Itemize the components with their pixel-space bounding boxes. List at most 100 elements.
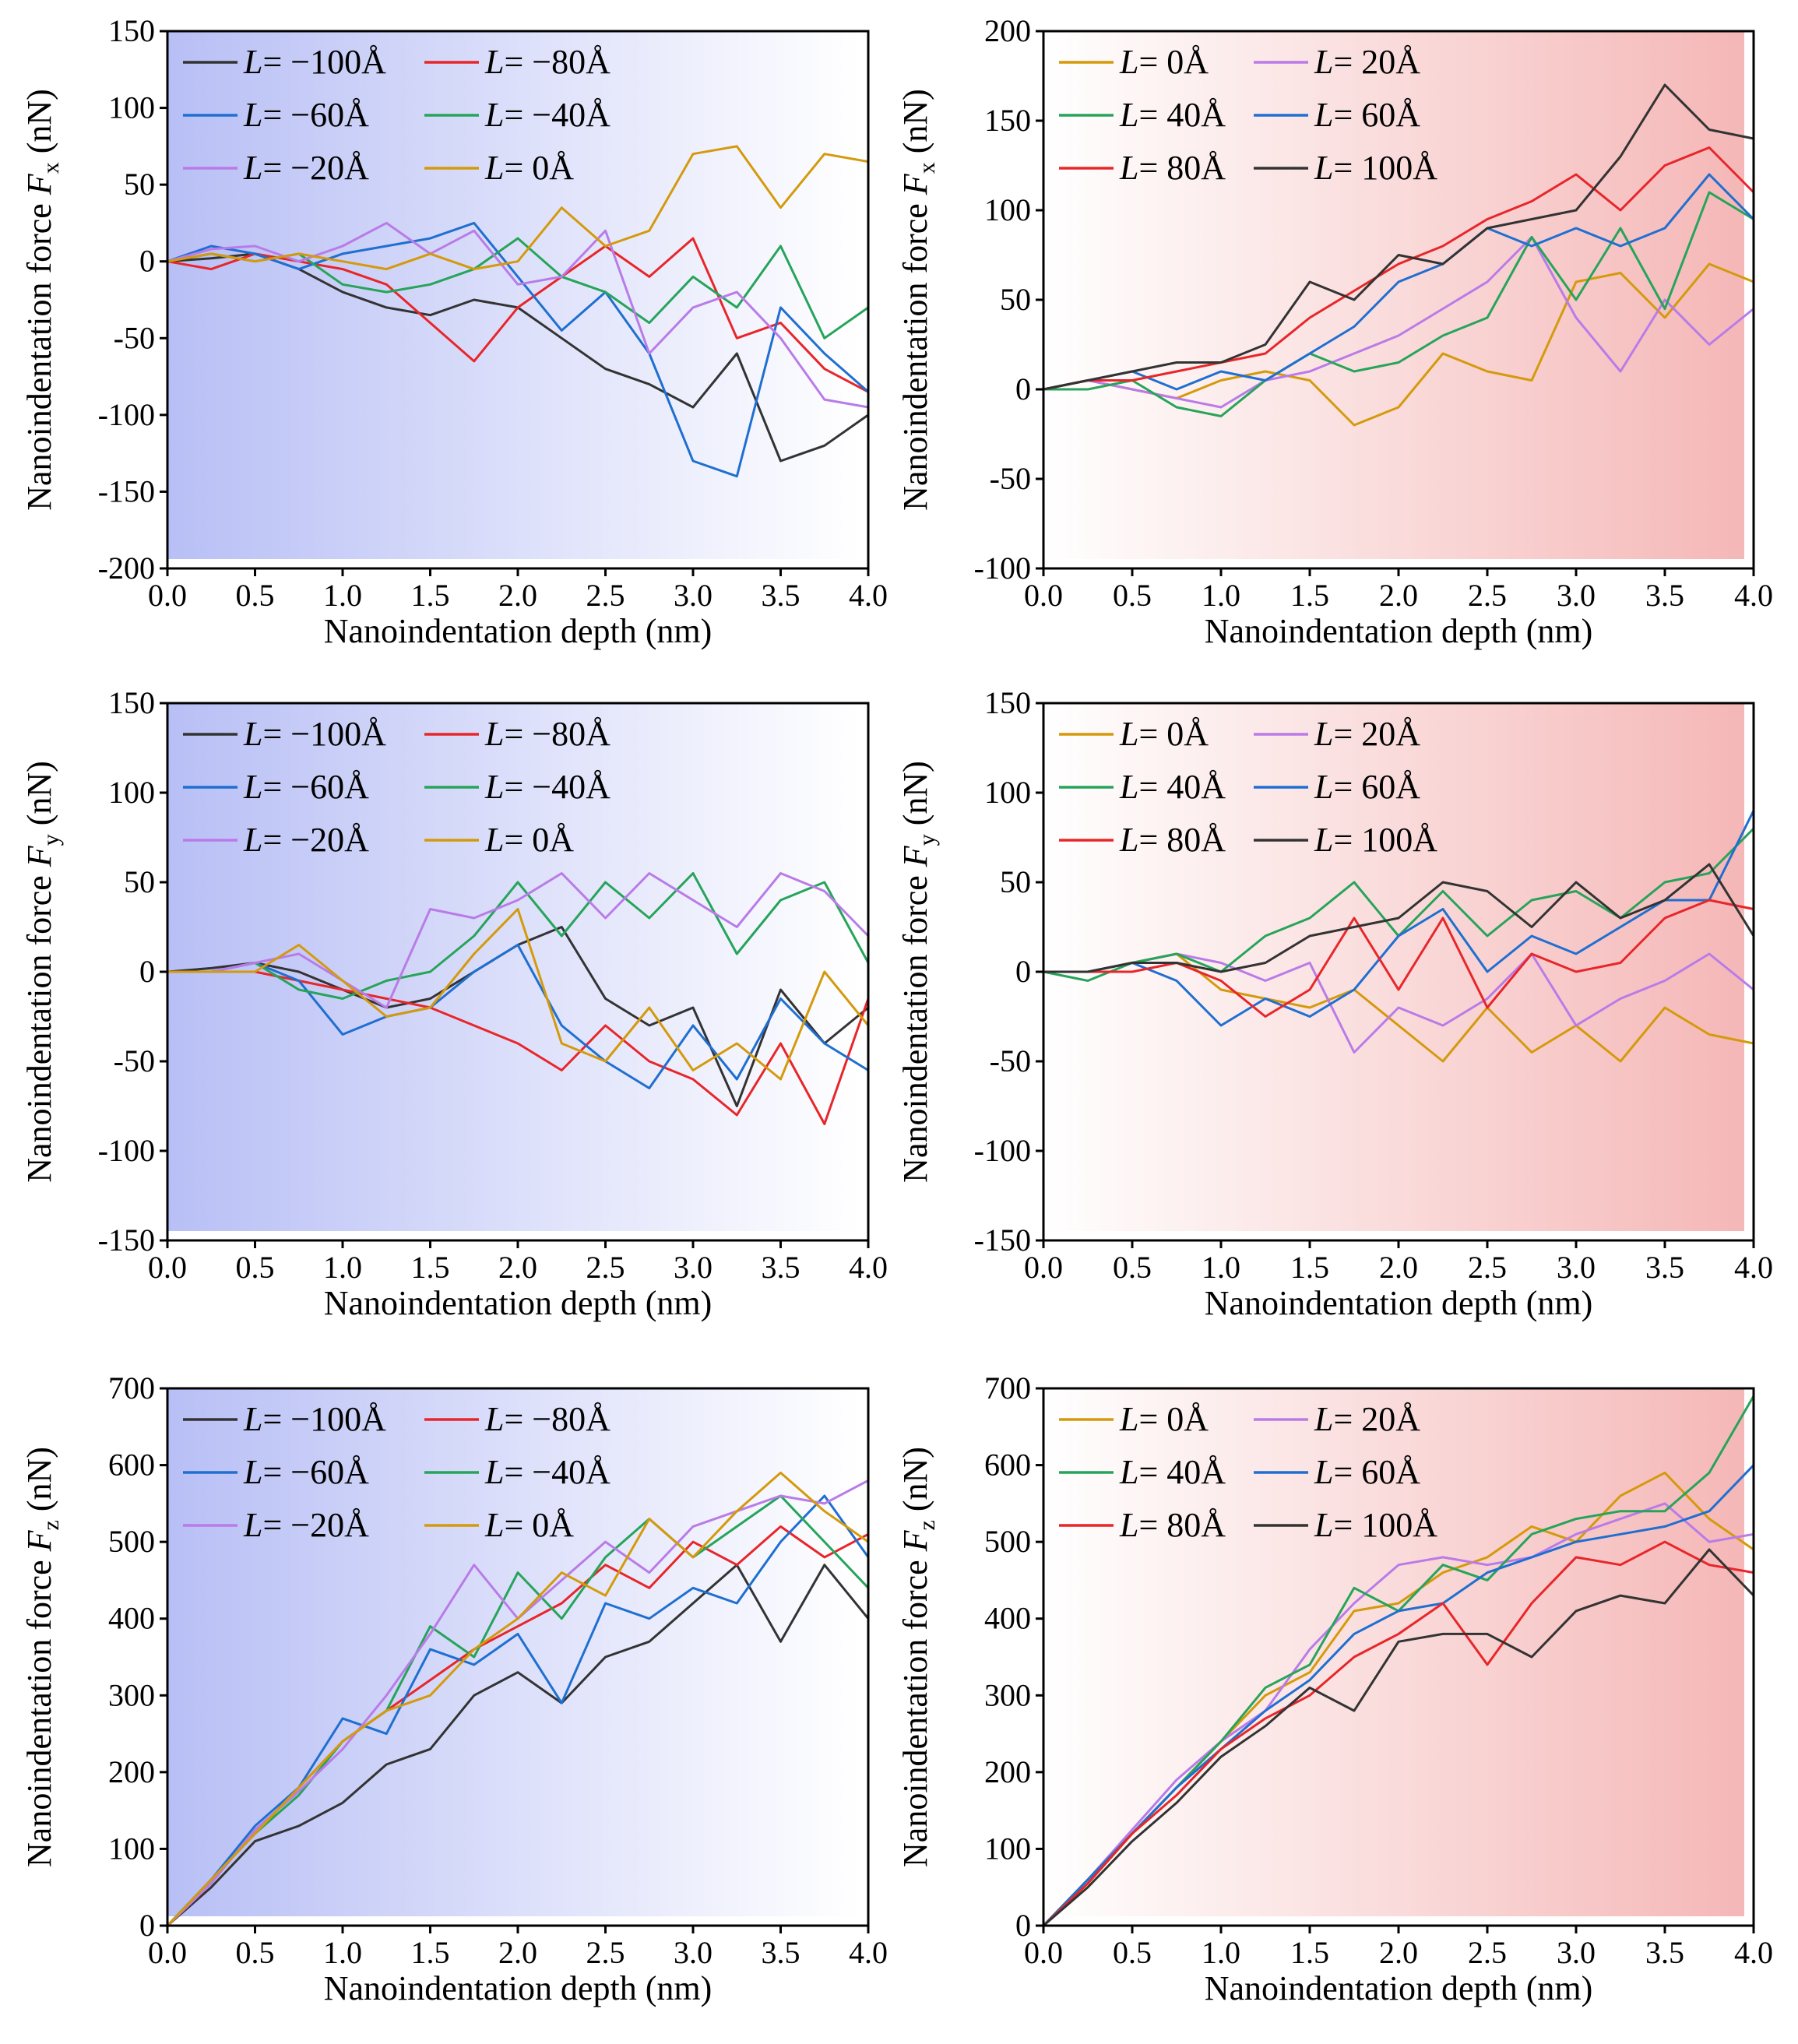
legend-label: L= −20Å — [243, 149, 369, 187]
y-tick-label: -100 — [974, 1133, 1031, 1168]
x-tick-label: 3.5 — [1645, 1935, 1684, 1970]
legend-label: L= −80Å — [484, 1400, 610, 1438]
y-tick-label: 500 — [984, 1524, 1031, 1559]
x-tick-label: 2.0 — [1379, 578, 1418, 613]
legend-label: L= 40Å — [1119, 1453, 1226, 1491]
legend-label: L= −80Å — [484, 715, 610, 753]
series-line-1 — [167, 237, 869, 393]
x-tick-label: 3.5 — [1645, 1250, 1684, 1285]
series-line-5 — [1043, 1548, 1755, 1927]
legend-label: L= 100Å — [1314, 821, 1437, 859]
x-axis-label: Nanoindentation depth (nm) — [1205, 1284, 1593, 1322]
y-tick-label: 200 — [984, 1754, 1031, 1789]
legend-label: L= 20Å — [1314, 1400, 1420, 1438]
chart-panel-fx_positive: 0.0 0.5 1.0 1.5 2.0 2.5 3.0 3.5 4.0 -100 -50 0 50 100… — [896, 13, 1773, 650]
x-tick-label: 0.0 — [1024, 578, 1063, 613]
y-tick-label: 600 — [984, 1448, 1031, 1483]
x-tick-label: 1.0 — [323, 1935, 362, 1970]
legend-label: L= −100Å — [243, 43, 386, 81]
y-tick-label: 150 — [984, 103, 1031, 138]
chart-panel-fz_negative: 0.0 0.5 1.0 1.5 2.0 2.5 3.0 3.5 4.0 0 100 200 300 400… — [20, 1370, 888, 2007]
series-line-3 — [1043, 173, 1755, 391]
x-tick-label: 1.0 — [1202, 578, 1240, 613]
x-tick-label: 0.0 — [148, 1935, 187, 1970]
legend-label: L= −80Å — [484, 43, 610, 81]
series-line-1 — [167, 970, 870, 1125]
legend-label: L= −60Å — [243, 1453, 369, 1491]
chart-panel-fz_positive: 0.0 0.5 1.0 1.5 2.0 2.5 3.0 3.5 4.0 0 100 200 300 400… — [896, 1370, 1773, 2007]
chart-panel-fx_negative: 0.0 0.5 1.0 1.5 2.0 2.5 3.0 3.5 4.0 -200 -150 -100 -… — [20, 13, 888, 650]
x-tick-label: 1.0 — [1202, 1250, 1240, 1285]
plot-background — [167, 1388, 859, 1916]
y-tick-label: 0 — [139, 1908, 155, 1943]
legend-label: L= 0Å — [484, 821, 574, 859]
y-tick-label: 200 — [108, 1754, 155, 1789]
y-axis-label: Nanoindentation force Fy (nN) — [896, 761, 940, 1183]
legend-label: L= 100Å — [1314, 1506, 1437, 1544]
y-tick-label: 150 — [108, 685, 155, 720]
series-line-5 — [1043, 83, 1754, 391]
x-tick-label: 0.0 — [1024, 1935, 1063, 1970]
x-tick-label: 2.0 — [498, 1935, 537, 1970]
y-tick-label: 400 — [108, 1601, 155, 1636]
y-tick-label: 100 — [984, 1831, 1031, 1866]
legend-label: L= 20Å — [1314, 43, 1420, 81]
legend-label: L= 0Å — [1119, 715, 1209, 753]
y-axis-label: Nanoindentation force Fz (nN) — [896, 1447, 940, 1867]
y-axis-label: Nanoindentation force Fx (nN) — [896, 89, 940, 511]
series-line-5 — [166, 1471, 869, 1927]
y-tick-label: -150 — [98, 473, 155, 508]
x-axis-label: Nanoindentation depth (nm) — [1205, 1969, 1593, 2007]
y-tick-label: 150 — [108, 13, 155, 48]
legend-label: L= −20Å — [243, 821, 369, 859]
series-line-4 — [167, 872, 870, 1009]
legend-label: L= −40Å — [484, 768, 610, 806]
y-tick-label: 0 — [1015, 954, 1031, 989]
x-tick-label: 3.5 — [762, 578, 800, 613]
legend-label: L= 0Å — [484, 149, 574, 187]
series-line-2 — [1043, 191, 1754, 417]
x-tick-label: 4.0 — [1734, 1250, 1773, 1285]
plot-background — [1043, 1388, 1744, 1916]
series-line-4 — [1043, 146, 1755, 391]
y-tick-label: 100 — [984, 775, 1031, 810]
x-tick-label: 1.0 — [323, 1250, 362, 1285]
legend-label: L= −20Å — [243, 1506, 369, 1544]
series-line-3 — [1042, 1464, 1755, 1927]
chart-panel-fy_positive: 0.0 0.5 1.0 1.5 2.0 2.5 3.0 3.5 4.0 -150 -100 -50 0 5… — [896, 685, 1773, 1322]
y-tick-label: 150 — [984, 685, 1031, 720]
legend-label: L= −100Å — [243, 715, 386, 753]
y-tick-label: 400 — [984, 1601, 1031, 1636]
legend: L= 0Å L= 20Å L= 40Å L= 60Å L= 80Å L= 100Å — [1059, 715, 1437, 859]
x-tick-label: 4.0 — [849, 1250, 888, 1285]
x-tick-label: 2.5 — [1468, 1250, 1507, 1285]
legend: L= −100Å L= −80Å L= −60Å L= −40Å L= −20Å L= 0… — [183, 1400, 610, 1544]
legend-label: L= 80Å — [1119, 821, 1226, 859]
x-tick-label: 4.0 — [1734, 1935, 1773, 1970]
x-tick-label: 0.0 — [148, 1250, 187, 1285]
x-tick-label: 2.5 — [586, 1250, 625, 1285]
x-tick-label: 1.5 — [1290, 1935, 1329, 1970]
x-tick-label: 1.0 — [1202, 1935, 1240, 1970]
y-tick-label: 0 — [1015, 371, 1031, 406]
y-tick-label: -50 — [990, 1043, 1031, 1078]
legend-label: L= 0Å — [484, 1506, 574, 1544]
x-tick-label: 2.0 — [498, 578, 537, 613]
y-tick-label: 300 — [108, 1677, 155, 1712]
legend-label: L= −60Å — [243, 768, 369, 806]
x-tick-label: 2.5 — [1468, 1935, 1507, 1970]
legend: L= 0Å L= 20Å L= 40Å L= 60Å L= 80Å L= 100Å — [1059, 1400, 1437, 1544]
y-tick-label: 100 — [984, 192, 1031, 227]
x-tick-label: 4.0 — [849, 578, 888, 613]
y-tick-label: 100 — [108, 775, 155, 810]
x-tick-label: 4.0 — [849, 1935, 888, 1970]
x-tick-label: 0.5 — [236, 578, 275, 613]
y-tick-label: 700 — [984, 1370, 1031, 1405]
series-line-0 — [167, 1564, 870, 1927]
chart-panel-fy_negative: 0.0 0.5 1.0 1.5 2.0 2.5 3.0 3.5 4.0 -150 -100 -50 0 5… — [20, 685, 888, 1322]
x-axis-label: Nanoindentation depth (nm) — [1205, 612, 1593, 650]
legend-label: L= 80Å — [1119, 149, 1226, 187]
x-tick-label: 3.5 — [762, 1935, 800, 1970]
x-tick-label: 3.5 — [762, 1250, 800, 1285]
series-line-4 — [1043, 899, 1754, 1018]
